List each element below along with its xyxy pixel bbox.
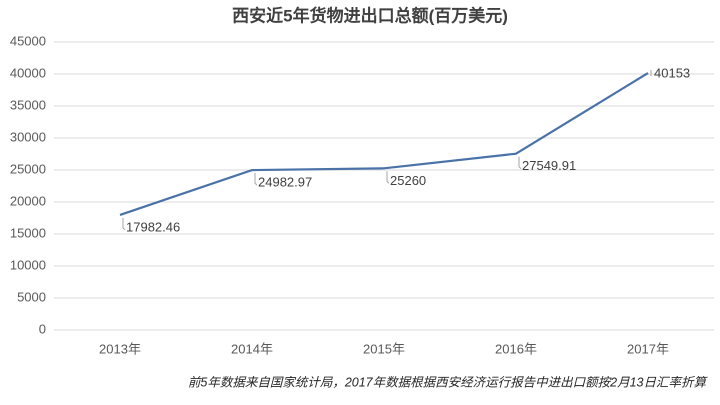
data-label: 25260 <box>390 173 426 188</box>
y-tick-label: 45000 <box>10 33 46 48</box>
data-label: 24982.97 <box>258 175 312 190</box>
y-tick-label: 40000 <box>10 65 46 80</box>
y-tick-label: 35000 <box>10 97 46 112</box>
line <box>119 72 649 216</box>
x-tick-label: 2017年 <box>627 341 669 356</box>
y-tick-label: 25000 <box>10 161 46 176</box>
label-leader <box>122 217 126 231</box>
x-tick-label: 2013年 <box>99 341 141 356</box>
y-tick-label: 30000 <box>10 129 46 144</box>
y-tick-label: 0 <box>39 321 46 336</box>
chart-title: 西安近5年货物进出口总额(百万美元) <box>232 5 508 25</box>
x-tick-label: 2014年 <box>231 341 273 356</box>
label-leader <box>386 171 390 184</box>
y-tick-label: 15000 <box>10 225 46 240</box>
x-tick-label: 2016年 <box>495 341 537 356</box>
y-tick-label: 5000 <box>17 289 46 304</box>
data-label: 17982.46 <box>126 219 180 234</box>
data-label: 27549.91 <box>522 158 576 173</box>
x-tick-label: 2015年 <box>363 341 405 356</box>
label-leader <box>518 156 522 170</box>
y-tick-label: 20000 <box>10 193 46 208</box>
label-leader <box>254 173 258 186</box>
y-tick-label: 10000 <box>10 257 46 272</box>
data-label: 40153 <box>654 65 690 80</box>
footnote: 前5年数据来自国家统计局，2017年数据根据西安经济运行报告中进出口额按2月13… <box>188 375 709 389</box>
